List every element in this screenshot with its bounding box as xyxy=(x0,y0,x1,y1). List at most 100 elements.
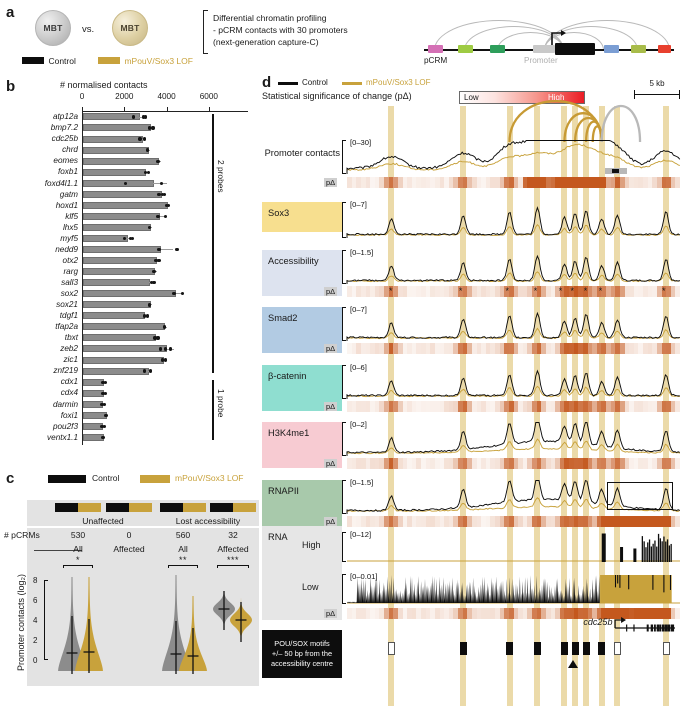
pd-heatmap-cell xyxy=(504,286,510,297)
pd-heatmap-cell xyxy=(624,458,630,469)
panel-b-gene-label: foxi1 xyxy=(60,410,78,420)
pd-heatmap-cell xyxy=(508,401,514,412)
track-label-box-1 xyxy=(262,202,342,232)
panel-b-data-point xyxy=(160,358,165,362)
panel-a: a MBT vs. MBT Control mPouV/Sox3 LOF Dif… xyxy=(0,0,348,72)
pd-heatmap-cell xyxy=(670,516,676,527)
pd-heatmap-cell xyxy=(564,343,570,354)
trace-line xyxy=(346,206,681,238)
pd-heatmap-cell xyxy=(374,458,380,469)
pd-heatmap-cell xyxy=(384,286,390,297)
gene-model xyxy=(614,617,676,632)
panel-a-desc-line-1: Differential chromatin profiling xyxy=(213,13,327,23)
pd-heatmap-cell xyxy=(522,401,528,412)
pd-heatmap-cell xyxy=(462,516,468,527)
pd-heatmap-cell xyxy=(606,177,612,188)
pd-heatmap-cell xyxy=(578,343,584,354)
panel-b-gene-label: hoxd1 xyxy=(55,200,78,210)
pd-heatmap-cell xyxy=(490,516,496,527)
pd-heatmap-cell xyxy=(504,177,510,188)
pd-heatmap-cell xyxy=(370,458,376,469)
track-range-3: [0–7] xyxy=(350,305,367,314)
panel-c-violin-svg xyxy=(58,575,252,674)
panel-b-gene-label: cdx4 xyxy=(60,388,78,398)
pd-heatmap-cell xyxy=(527,286,533,297)
pd-heatmap-cell xyxy=(476,401,482,412)
pd-heatmap-cell xyxy=(490,177,496,188)
tss-arrow-icon xyxy=(551,30,566,45)
pd-heatmap-cell xyxy=(356,516,362,527)
pd-heatmap-cell xyxy=(666,177,672,188)
pd-heatmap-cell xyxy=(444,516,450,527)
c-significance-lost-all: ** xyxy=(178,555,187,565)
pd-tag-6: pΔ xyxy=(324,517,338,526)
pd-heatmap-cell xyxy=(666,458,672,469)
pd-heatmap-cell xyxy=(421,343,427,354)
panel-b-gene-label: pou2f3 xyxy=(52,421,78,431)
pd-heatmap-cell xyxy=(578,177,584,188)
panel-b-bar xyxy=(83,212,161,220)
pd-heatmap-cell xyxy=(582,177,588,188)
pd-heatmap-cell xyxy=(356,401,362,412)
pd-heatmap-cell xyxy=(462,608,468,619)
pd-tag-5: pΔ xyxy=(324,459,338,468)
panel-b-x-tick-label: 2000 xyxy=(115,92,134,101)
rna-subtrack-name-0: High xyxy=(302,540,321,550)
panel-b-gene-label: myf5 xyxy=(60,233,78,243)
panel-b-group-label: 1 probe xyxy=(216,389,226,418)
pd-heatmap-cell xyxy=(448,608,454,619)
panel-b-gene-label: eomes xyxy=(53,156,78,166)
panel-b-data-point xyxy=(163,214,168,219)
panel-b-gene-label: rarg xyxy=(63,266,78,276)
pd-heatmap-cell xyxy=(495,458,501,469)
panel-b-gene-label: zic1 xyxy=(63,355,78,365)
pd-heatmap-cell xyxy=(661,286,667,297)
panel-b-gene-label: sox21 xyxy=(56,300,78,310)
pd-heatmap-cell xyxy=(606,343,612,354)
panel-b-data-point xyxy=(157,192,161,197)
pd-heatmap-cell xyxy=(397,608,403,619)
legend-lof: mPouV/Sox3 LOF xyxy=(98,52,193,70)
panel-b-bar xyxy=(83,290,177,298)
panel-c-y-tick-label: 4 xyxy=(33,615,38,625)
motif-marker-filled xyxy=(571,642,579,655)
pd-heatmap-cell xyxy=(407,516,413,527)
pd-heatmap-cell xyxy=(495,177,501,188)
pd-heatmap-cell xyxy=(545,401,551,412)
pd-heatmap-cell xyxy=(388,401,394,412)
panel-c-y-axis-bracket xyxy=(44,580,48,660)
pd-heatmap-cell xyxy=(499,286,505,297)
pd-heatmap-cell xyxy=(407,286,413,297)
pd-heatmap-cell xyxy=(592,458,598,469)
track-range-5: [0–2] xyxy=(350,420,367,429)
accessibility-star: * xyxy=(533,286,538,296)
pd-heatmap-cell xyxy=(374,177,380,188)
panel-b-group-bracket xyxy=(212,114,215,374)
pd-heatmap-cell xyxy=(624,401,630,412)
panel-a-desc-line-3: (next-generation capture-C) xyxy=(213,37,319,47)
pd-heatmap-cell xyxy=(397,177,403,188)
rna-subtrack-range-0: [0–12] xyxy=(350,530,372,539)
pd-heatmap-cell xyxy=(559,286,565,297)
pd-heatmap-cell xyxy=(578,401,584,412)
pd-heatmap-cell xyxy=(360,458,366,469)
pd-heatmap-cell xyxy=(453,608,459,619)
pd-heatmap-cell xyxy=(416,516,422,527)
pd-heatmap-cell xyxy=(351,177,357,188)
pd-heatmap-cell xyxy=(647,401,653,412)
pd-heatmap-cell xyxy=(490,401,496,412)
pd-heatmap-cell xyxy=(490,286,496,297)
pd-heatmap-cell xyxy=(499,608,505,619)
pd-heatmap-cell xyxy=(564,177,570,188)
pd-heatmap-cell xyxy=(532,458,538,469)
panel-b-gene-label: chrd xyxy=(62,145,78,155)
pd-heatmap-cell xyxy=(564,516,570,527)
panel-b-gene-label: cdx1 xyxy=(60,377,78,387)
motif-marker-open xyxy=(387,642,395,655)
panel-c-y-tick-label: 2 xyxy=(33,635,38,645)
pd-heatmap-cell xyxy=(643,458,649,469)
pd-heatmap-cell xyxy=(374,343,380,354)
pd-heatmap-cell xyxy=(402,608,408,619)
panel-b-data-point xyxy=(159,181,163,185)
pd-heatmap-cell xyxy=(652,177,658,188)
